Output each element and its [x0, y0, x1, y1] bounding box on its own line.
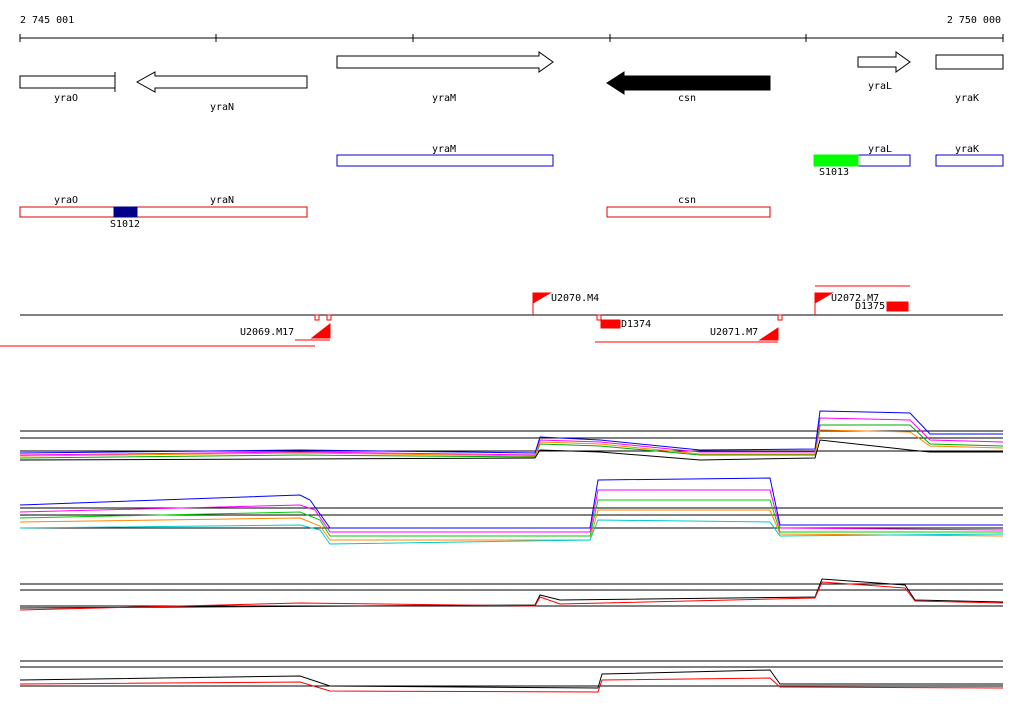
feature-track: [0, 285, 1003, 347]
ruler: [19, 34, 1004, 42]
ruler-end: 2 750 000: [947, 15, 1001, 26]
gene-label: yraK: [955, 93, 979, 104]
gene-label: yraO: [54, 93, 78, 104]
operon-label: yraO: [54, 195, 78, 206]
gene-label: yraL: [868, 81, 892, 92]
feature-label: D1375: [855, 301, 885, 312]
gene-track: [19, 51, 1004, 95]
gene-label: yraM: [432, 93, 456, 104]
feature-label: U2071.M7: [710, 327, 758, 338]
site-label: S1012: [110, 219, 140, 230]
transcript-track: [336, 154, 1004, 167]
ruler-start: 2 745 001: [20, 15, 74, 26]
feature-label: U2070.M4: [551, 293, 599, 304]
feature-label: U2069.M17: [240, 327, 294, 338]
operon-label: yraN: [210, 195, 234, 206]
feature-label: U2072.M7: [831, 293, 879, 304]
transcript-label: yraK: [955, 144, 979, 155]
feature-label: D1374: [621, 319, 651, 330]
gene-label: csn: [678, 93, 696, 104]
gene-label: yraN: [210, 102, 234, 113]
operon-track: [19, 206, 771, 218]
transcript-label: yraL: [868, 144, 892, 155]
transcript-label: yraM: [432, 144, 456, 155]
expression-panels: [19, 410, 1004, 693]
site-label: S1013: [819, 167, 849, 178]
operon-label: csn: [678, 195, 696, 206]
